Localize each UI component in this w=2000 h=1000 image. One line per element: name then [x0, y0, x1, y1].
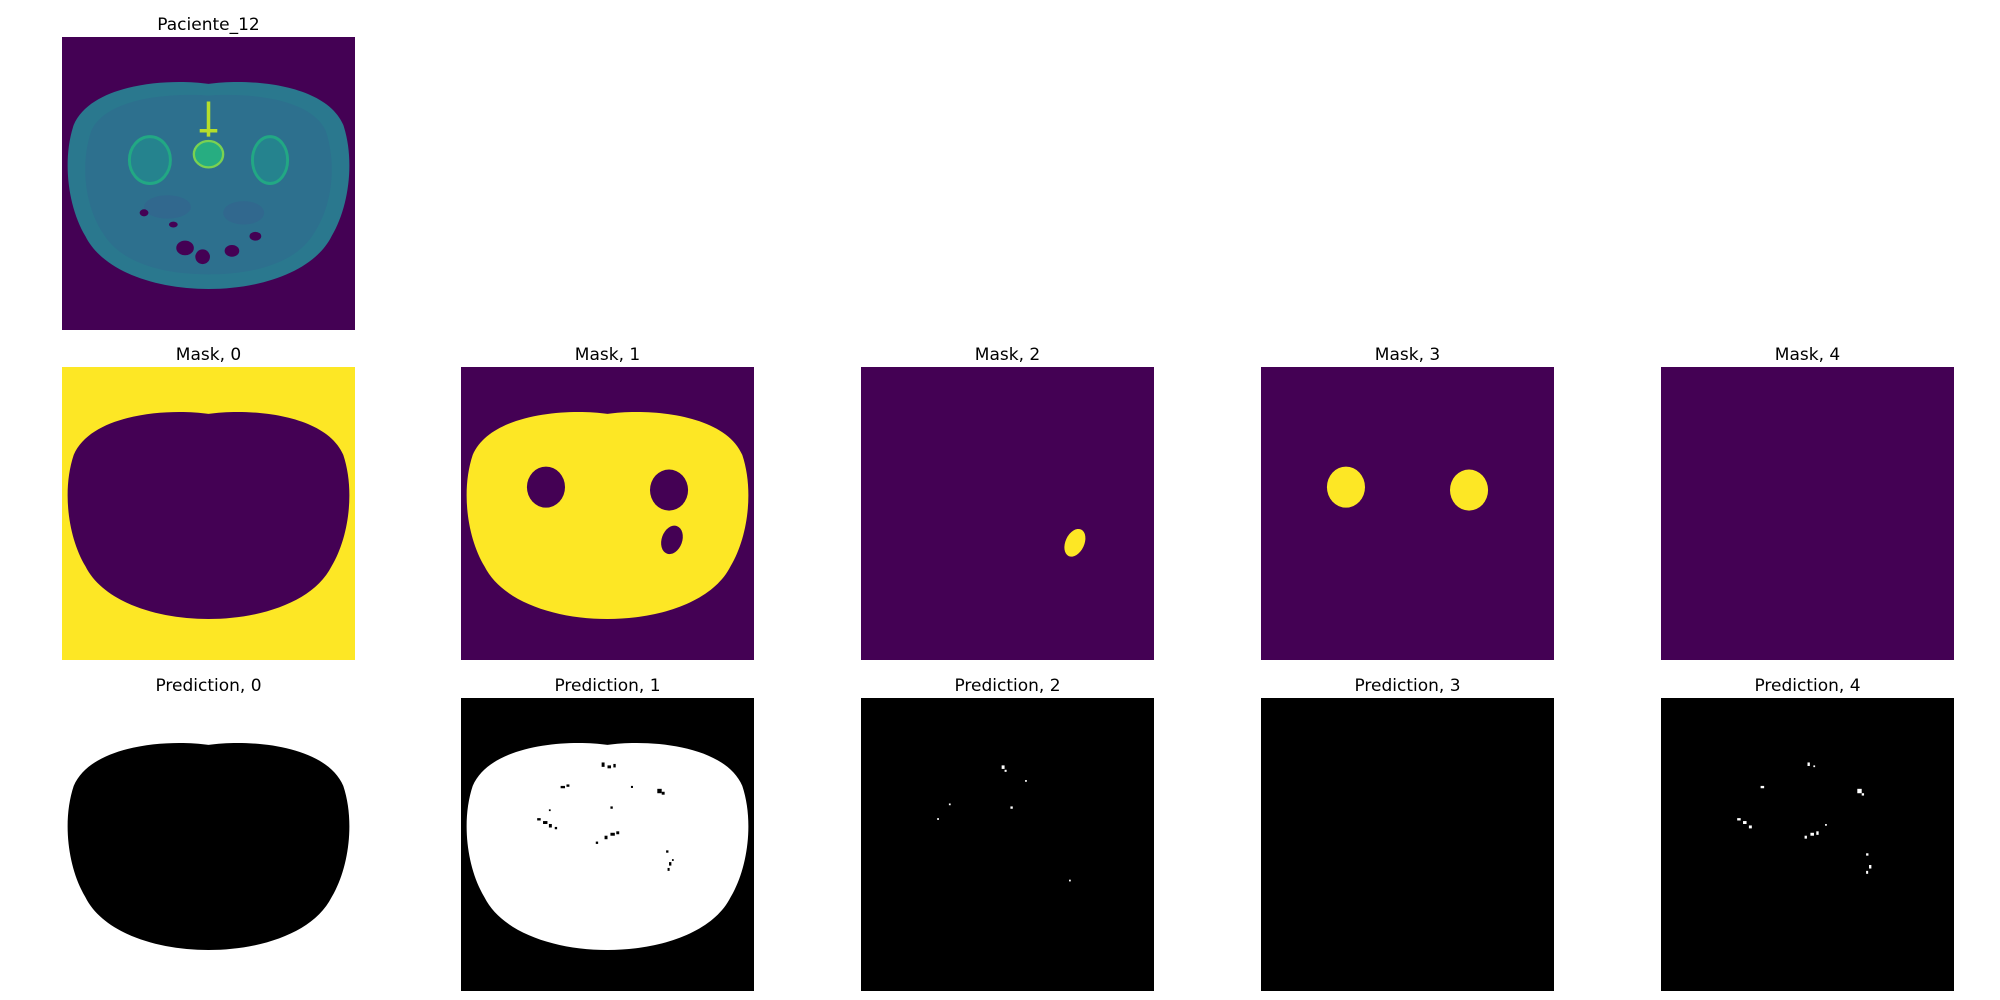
prediction-image-0	[62, 698, 355, 991]
prediction-image-4	[1661, 698, 1954, 991]
mask-image-0	[62, 367, 355, 660]
ct-image	[62, 37, 355, 330]
mask-title-0: Mask, 0	[175, 345, 242, 365]
prediction-image-2	[861, 698, 1154, 991]
mask-image-1	[461, 367, 754, 660]
prediction-title-1: Prediction, 1	[554, 676, 661, 696]
mask-title-1: Mask, 1	[574, 345, 641, 365]
mask-image-2	[861, 367, 1154, 660]
ct-title: Paciente_12	[157, 15, 260, 35]
mask-title-2: Mask, 2	[974, 345, 1041, 365]
mask-title-3: Mask, 3	[1374, 345, 1441, 365]
prediction-title-4: Prediction, 4	[1754, 676, 1861, 696]
prediction-image-3	[1261, 698, 1554, 991]
mask-image-3	[1261, 367, 1554, 660]
prediction-title-3: Prediction, 3	[1354, 676, 1461, 696]
mask-title-4: Mask, 4	[1774, 345, 1841, 365]
mask-image-4	[1661, 367, 1954, 660]
prediction-title-2: Prediction, 2	[954, 676, 1061, 696]
prediction-image-1	[461, 698, 754, 991]
prediction-title-0: Prediction, 0	[155, 676, 262, 696]
